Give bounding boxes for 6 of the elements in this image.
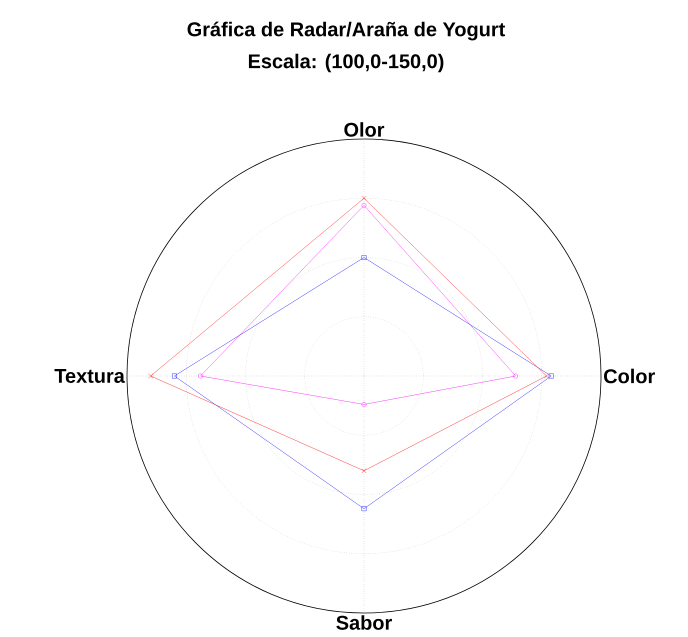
spoke-label: Sabor — [336, 615, 392, 630]
chart-title: Gráfica de Radar/Araña de Yogurt — [188, 22, 506, 40]
spoke-label: Color — [604, 368, 655, 384]
spoke-label: Textura — [54, 369, 125, 383]
spoke-label: Olor — [344, 122, 384, 137]
chart-subtitle: Escala: (100,0-150,0) — [248, 54, 444, 72]
